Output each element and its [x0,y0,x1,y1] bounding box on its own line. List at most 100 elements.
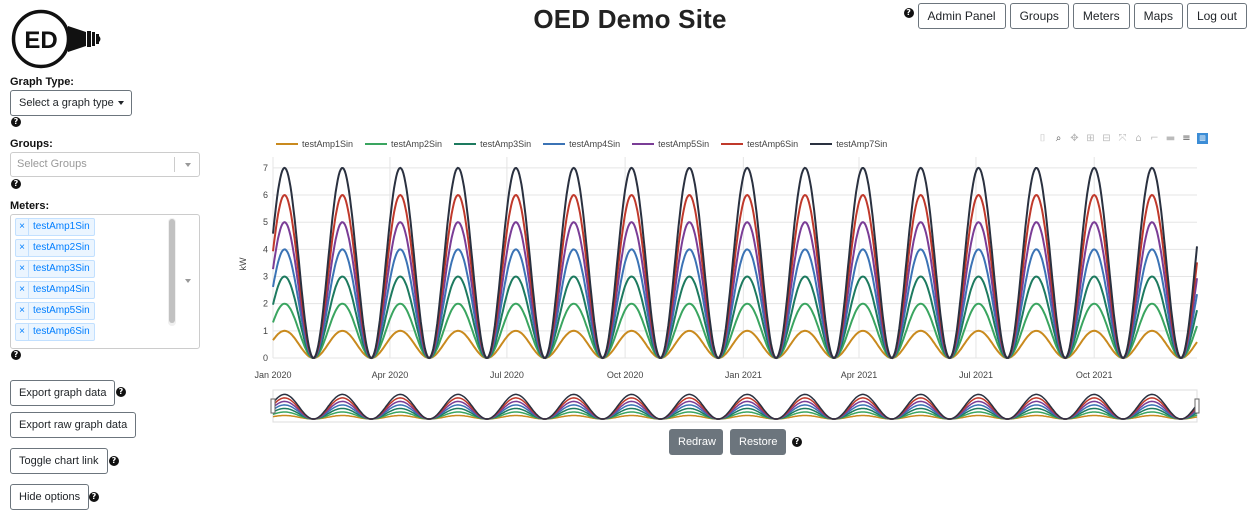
range-series-line [272,404,1198,420]
x-tick-label: Jan 2021 [725,370,762,380]
legend-swatch [365,143,388,145]
toggle-chart-link-button[interactable]: Toggle chart link [10,448,108,474]
legend-label: testAmp5Sin [658,139,710,149]
zoom-icon[interactable]: ⌕ [1055,133,1062,144]
graph-type-label: Graph Type: [10,76,74,88]
meter-tag: × testAmp4Sin [15,281,95,299]
remove-tag-icon[interactable]: × [16,261,29,277]
range-series-line [272,414,1198,420]
autoscale-icon[interactable]: ⤧ [1118,133,1127,144]
spike-lines-icon[interactable]: ⌐ [1150,133,1159,144]
legend-label: testAmp3Sin [480,139,532,149]
page-title: OED Demo Site [533,4,727,34]
restore-button[interactable]: Restore [730,429,786,455]
log-out-button[interactable]: Log out [1186,3,1247,29]
meter-tag: × testAmp5Sin [15,302,95,320]
y-tick-label: 3 [263,272,268,282]
remove-tag-icon[interactable]: × [16,324,29,340]
legend-swatch [543,143,566,145]
groups-select[interactable]: Select Groups [10,152,200,177]
legend-item[interactable]: testAmp2Sin [365,139,442,149]
meters-select[interactable]: × testAmp1Sin × testAmp2Sin × testAmp3Sin ×… [10,214,200,349]
range-series-line [272,397,1198,420]
groups-label: Groups: [10,138,53,150]
graph-type-dropdown[interactable]: Select a graph type [10,90,132,116]
logo-text: ED [24,27,57,54]
x-tick-label: Oct 2021 [1076,370,1113,380]
chart-link-help-icon[interactable]: ? [109,456,119,466]
zoom-out-icon[interactable]: ⊟ [1102,133,1111,144]
legend-label: testAmp2Sin [391,139,443,149]
y-tick-label: 5 [263,217,268,227]
y-tick-label: 6 [263,190,268,200]
legend-swatch [454,143,477,145]
y-tick-label: 4 [263,244,268,254]
series-line-testAmp2Sin [272,302,1198,360]
graph-type-dropdown-label: Select a graph type [19,97,114,109]
meter-tag: × testAmp1Sin [15,218,95,236]
chevron-down-icon[interactable] [185,163,191,167]
x-tick-label: Jul 2021 [959,370,993,380]
range-series-line [272,400,1198,420]
legend-label: testAmp7Sin [836,139,888,149]
top-nav: ? Admin Panel Groups Meters Maps Log out [903,3,1247,29]
legend-swatch [632,143,655,145]
meters-scrollbar-thumb[interactable] [169,219,175,323]
meter-tag: × testAmp6Sin [15,323,95,341]
legend-label: testAmp6Sin [747,139,799,149]
help-icon[interactable]: ? [903,8,914,18]
export-raw-graph-data-button[interactable]: Export raw graph data [10,412,137,438]
export-help-icon[interactable]: ? [116,387,126,397]
series-line-testAmp4Sin [272,248,1198,360]
groups-help-icon[interactable]: ? [11,179,21,189]
legend-label: testAmp1Sin [302,139,354,149]
graph-type-help-icon[interactable]: ? [11,117,21,127]
zoom-in-icon[interactable]: ⊞ [1086,133,1095,144]
camera-icon[interactable]: ⌷ [1039,133,1046,144]
admin-panel-button[interactable]: Admin Panel [917,3,1006,29]
oed-logo: ED [11,9,101,69]
legend-item[interactable]: testAmp5Sin [632,139,709,149]
x-tick-label: Jul 2020 [490,370,524,380]
redraw-button[interactable]: Redraw [669,429,723,455]
legend-item[interactable]: testAmp3Sin [454,139,531,149]
legend-label: testAmp4Sin [569,139,621,149]
remove-tag-icon[interactable]: × [16,303,29,319]
pan-icon[interactable]: ✥ [1070,133,1079,144]
y-tick-label: 2 [263,299,268,309]
legend-item[interactable]: testAmp1Sin [276,139,353,149]
series-line-testAmp6Sin [272,193,1198,360]
hide-options-button[interactable]: Hide options [10,484,90,510]
legend-item[interactable]: testAmp7Sin [810,139,887,149]
legend-item[interactable]: testAmp6Sin [721,139,798,149]
remove-tag-icon[interactable]: × [16,240,29,256]
maps-button[interactable]: Maps [1133,3,1183,29]
meters-help-icon[interactable]: ? [11,350,21,360]
y-tick-label: 0 [263,353,268,363]
hide-options-help-icon[interactable]: ? [89,492,99,502]
home-icon[interactable]: ⌂ [1135,133,1142,144]
range-series-line [272,393,1198,420]
range-slider-handle [1194,398,1200,414]
hover-closest-icon[interactable]: ▬ [1165,133,1176,144]
controls-help-icon[interactable]: ? [792,437,802,447]
legend-item[interactable]: testAmp4Sin [543,139,620,149]
series-line-testAmp1Sin [272,329,1198,360]
remove-tag-icon[interactable]: × [16,219,29,235]
caret-down-icon [117,101,124,106]
legend-swatch [721,143,744,145]
range-slider [272,389,1198,423]
series-line-testAmp5Sin [272,221,1198,360]
plotly-logo-icon[interactable]: ▥ [1197,133,1208,144]
series-line-testAmp7Sin [272,166,1198,360]
chevron-down-icon[interactable] [185,279,191,283]
meters-button[interactable]: Meters [1072,3,1130,29]
range-slider-handle [270,398,276,414]
hover-compare-icon[interactable]: ≡ [1182,133,1191,144]
meter-tag: × testAmp2Sin [15,239,95,257]
remove-tag-icon[interactable]: × [16,282,29,298]
export-graph-data-button[interactable]: Export graph data [10,380,116,406]
y-tick-label: 1 [263,326,268,336]
x-tick-label: Jan 2020 [254,370,291,380]
groups-button[interactable]: Groups [1009,3,1069,29]
